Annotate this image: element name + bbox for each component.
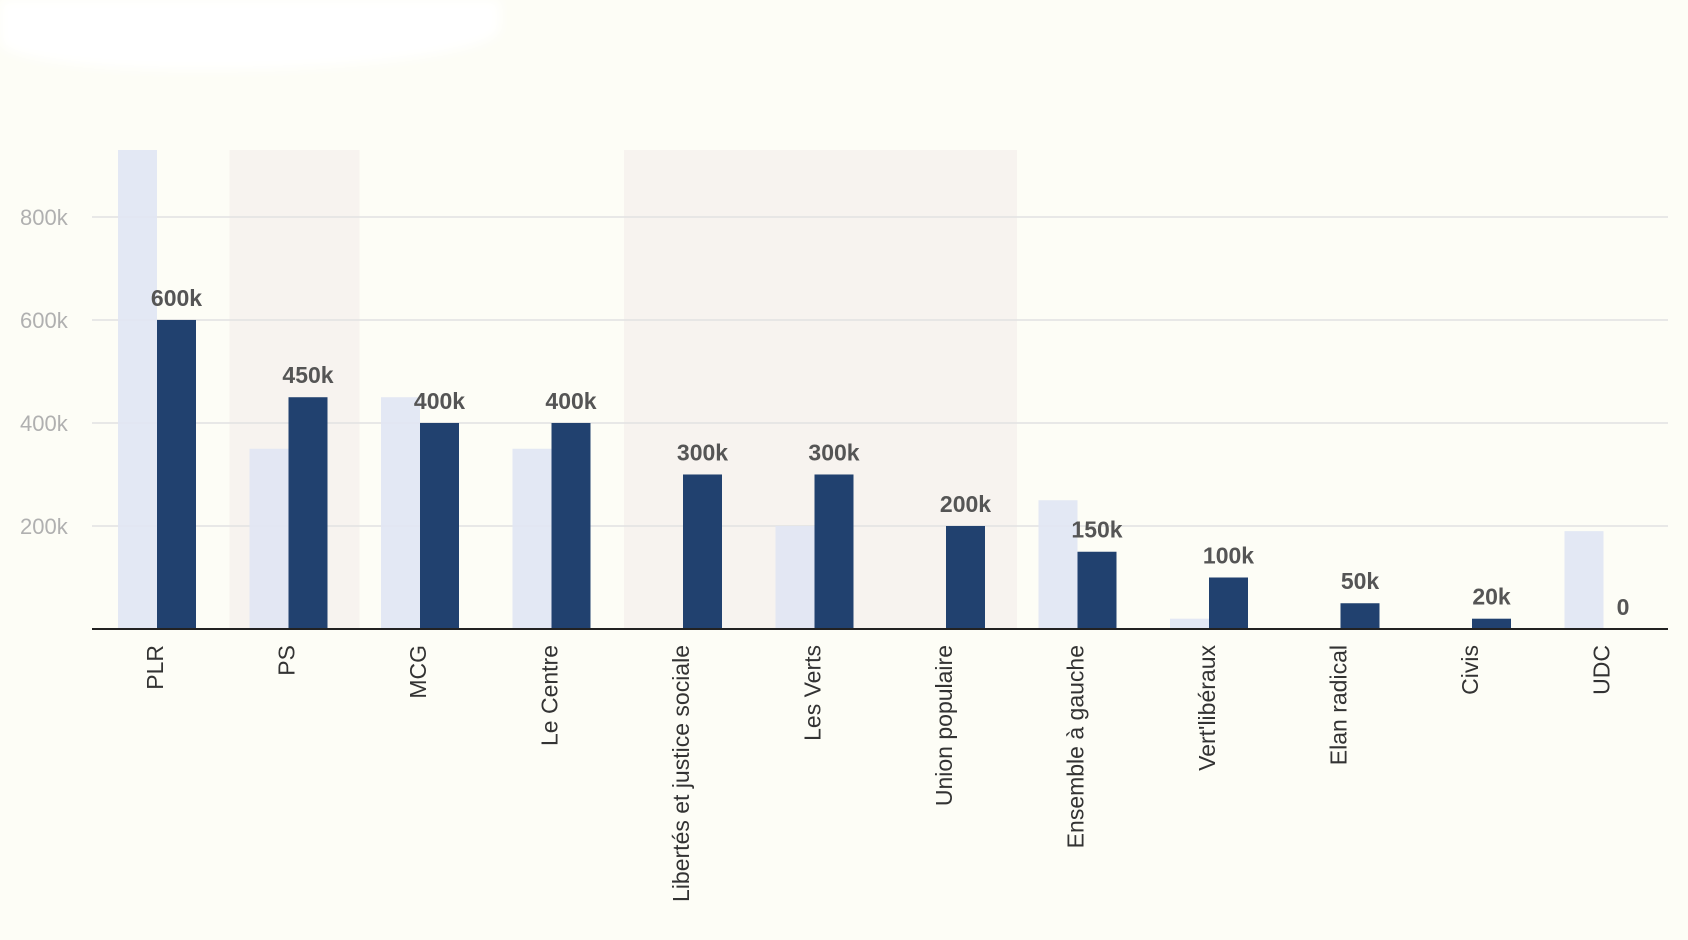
bar-current: [1209, 577, 1248, 629]
bar-current: [1077, 551, 1117, 629]
value-label: 50k: [1341, 568, 1380, 594]
bar-current: [683, 474, 722, 629]
bar-previous: [1038, 500, 1078, 629]
bar-current: [157, 319, 196, 629]
category-label: PS: [274, 645, 300, 676]
category-label: Le Centre: [537, 645, 563, 746]
value-label: 400k: [545, 388, 596, 414]
y-tick-label: 600k: [20, 308, 69, 333]
category-label: MCG: [405, 645, 431, 699]
value-label: 450k: [282, 362, 333, 388]
category-label: UDC: [1589, 645, 1615, 695]
value-label: 100k: [1203, 542, 1254, 568]
value-label: 400k: [414, 388, 465, 414]
bar-current: [814, 474, 854, 629]
y-tick-label: 200k: [20, 514, 69, 539]
category-label: Vert'libéraux: [1194, 645, 1220, 771]
value-label: 20k: [1472, 584, 1511, 610]
bar-current: [1340, 603, 1380, 629]
category-label: Union populaire: [931, 645, 957, 806]
bar-previous: [512, 448, 552, 629]
value-label: 0: [1617, 594, 1630, 620]
value-label: 300k: [808, 439, 859, 465]
value-label: 600k: [151, 285, 202, 311]
value-label: 150k: [1071, 517, 1122, 543]
bar-previous: [249, 448, 289, 629]
bar-previous: [381, 397, 420, 629]
bar-previous: [775, 525, 815, 629]
bar-current: [946, 525, 985, 629]
value-label: 200k: [940, 491, 991, 517]
bar-current: [1472, 618, 1511, 629]
category-label: Les Verts: [800, 645, 826, 741]
category-label: Civis: [1457, 645, 1483, 695]
bar-previous: [1170, 618, 1209, 629]
value-label: 300k: [677, 439, 728, 465]
bar-current: [420, 422, 459, 629]
y-tick-label: 400k: [20, 411, 69, 436]
bar-current: [551, 422, 591, 629]
bar-current: [288, 397, 328, 629]
bar-previous: [1564, 531, 1604, 629]
category-label: PLR: [142, 645, 168, 690]
y-tick-label: 800k: [20, 205, 69, 230]
category-label: Libertés et justice sociale: [668, 645, 694, 902]
category-label: Ensemble à gauche: [1063, 645, 1089, 848]
category-label: Elan radical: [1326, 645, 1352, 765]
bar-previous: [118, 150, 157, 629]
